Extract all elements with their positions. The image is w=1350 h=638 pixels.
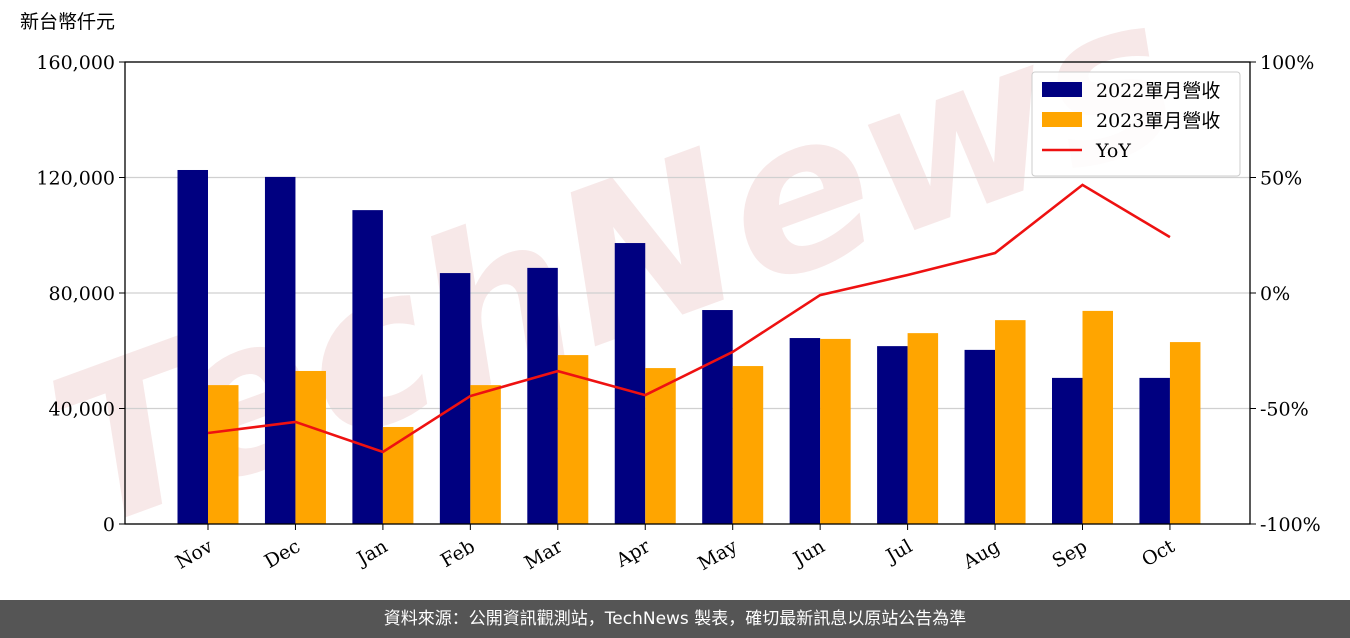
bar xyxy=(264,176,296,525)
legend-label: 2022單月營收 xyxy=(1096,80,1220,102)
y2-tick-label: -100% xyxy=(1260,514,1321,536)
y-tick-label: 160,000 xyxy=(36,52,115,74)
bar xyxy=(470,385,501,524)
bar xyxy=(208,385,239,524)
y-tick-label: 40,000 xyxy=(49,399,115,421)
bar xyxy=(877,346,908,524)
legend-swatch xyxy=(1042,112,1082,127)
x-tick-label: Apr xyxy=(612,535,655,572)
y-tick-label: 120,000 xyxy=(36,168,115,190)
bar xyxy=(352,210,383,524)
bar xyxy=(1052,377,1083,524)
plot-frame xyxy=(124,61,1251,525)
bar xyxy=(295,370,326,524)
bar xyxy=(702,310,733,524)
x-tick-label: Mar xyxy=(521,535,567,574)
x-tick-label: Oct xyxy=(1138,535,1179,571)
legend-label: YoY xyxy=(1095,140,1131,162)
bar xyxy=(614,243,646,524)
legend-swatch xyxy=(1042,82,1082,97)
legend-box xyxy=(1031,71,1241,177)
y-tick-label: 0 xyxy=(103,514,115,536)
footer: 資料來源：公開資訊觀測站，TechNews 製表，確切最新訊息以原站公告為準 xyxy=(0,600,1350,638)
bar xyxy=(1082,310,1113,524)
line xyxy=(207,183,1171,454)
bar xyxy=(732,366,764,524)
x-tick-label: Jul xyxy=(881,535,916,568)
x-tick-label: Jan xyxy=(352,535,392,571)
bar xyxy=(645,368,676,524)
bar xyxy=(907,333,939,524)
x-tick-label: May xyxy=(694,535,741,575)
bar xyxy=(557,355,589,524)
bar xyxy=(177,169,208,524)
y-tick-label: 80,000 xyxy=(49,283,115,305)
bar xyxy=(1139,377,1170,524)
chart: 新台幣仟元 TechNews 040,00080,000120,000160,0… xyxy=(20,0,1321,577)
x-tick-label: Jun xyxy=(788,535,829,571)
y2-tick-label: -50% xyxy=(1260,399,1309,421)
bar xyxy=(1169,342,1201,524)
bar xyxy=(789,338,821,524)
x-tick-label: Dec xyxy=(261,535,304,573)
bar xyxy=(964,349,996,524)
bar xyxy=(527,267,558,524)
y2-tick-label: 100% xyxy=(1260,52,1314,74)
bar xyxy=(995,320,1026,524)
x-tick-label: Aug xyxy=(959,535,1004,574)
legend-label: 2023單月營收 xyxy=(1096,110,1220,132)
y2-tick-label: 50% xyxy=(1260,168,1302,190)
x-tick-label: Sep xyxy=(1048,535,1091,572)
bar xyxy=(820,338,851,524)
y-axis-label: 新台幣仟元 xyxy=(20,11,115,33)
y2-tick-label: 0% xyxy=(1260,283,1290,305)
x-tick-label: Feb xyxy=(437,535,479,572)
